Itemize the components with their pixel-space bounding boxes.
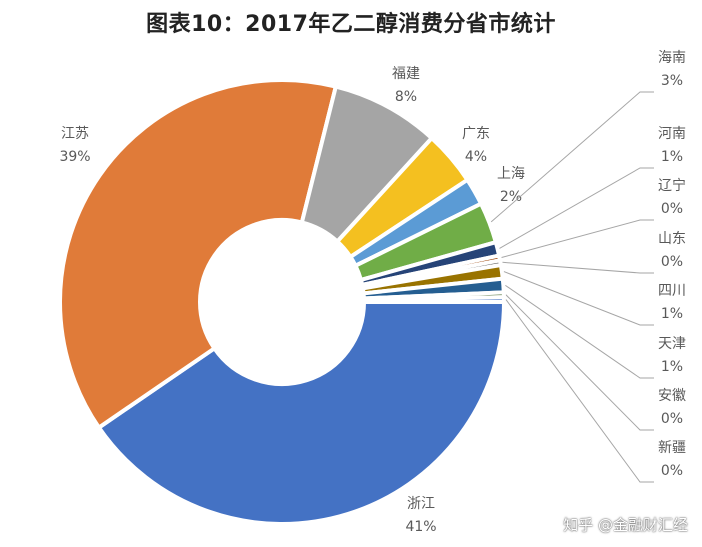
leader-line xyxy=(503,271,654,326)
slice-value-label: 1% xyxy=(661,149,683,165)
slice-label: 安徽 xyxy=(658,388,686,404)
chart-title: 图表10：2017年乙二醇消费分省市统计 xyxy=(146,12,556,37)
leader-line xyxy=(499,167,654,249)
slice-label: 天津 xyxy=(658,336,686,352)
slice-label: 河南 xyxy=(658,126,686,142)
leader-line xyxy=(505,294,654,431)
slice-label: 海南 xyxy=(658,50,686,66)
leader-line xyxy=(505,299,654,483)
watermark: 知乎 @金融财汇经 xyxy=(563,516,688,534)
slice-label: 辽宁 xyxy=(658,177,686,194)
slice-value-label: 41% xyxy=(405,519,436,535)
slice-label: 广东 xyxy=(462,126,490,142)
slice-value-label: 0% xyxy=(661,254,683,270)
slice-label: 新疆 xyxy=(658,440,686,456)
slice-label: 浙江 xyxy=(407,496,435,512)
leader-line xyxy=(490,91,654,223)
slice-label: 四川 xyxy=(658,283,686,299)
slice-label: 江苏 xyxy=(61,126,89,142)
slice-value-label: 3% xyxy=(661,73,683,89)
slice-value-label: 8% xyxy=(395,89,417,105)
slice-2 xyxy=(58,78,339,431)
slice-label: 福建 xyxy=(392,66,420,82)
slice-value-label: 1% xyxy=(661,306,683,322)
slice-value-label: 0% xyxy=(661,201,683,217)
leader-line xyxy=(501,219,654,259)
slice-value-label: 0% xyxy=(661,411,683,427)
slice-13 xyxy=(361,295,507,304)
slice-value-label: 2% xyxy=(500,189,522,205)
slice-label: 山东 xyxy=(658,231,686,247)
slice-1 xyxy=(96,300,507,526)
leader-line xyxy=(502,261,654,274)
slice-value-label: 39% xyxy=(59,149,90,165)
slice-value-label: 1% xyxy=(661,359,683,375)
slice-label: 上海 xyxy=(497,166,525,182)
leader-line xyxy=(505,284,654,379)
slice-value-label: 4% xyxy=(465,149,487,165)
slice-value-label: 0% xyxy=(661,463,683,479)
